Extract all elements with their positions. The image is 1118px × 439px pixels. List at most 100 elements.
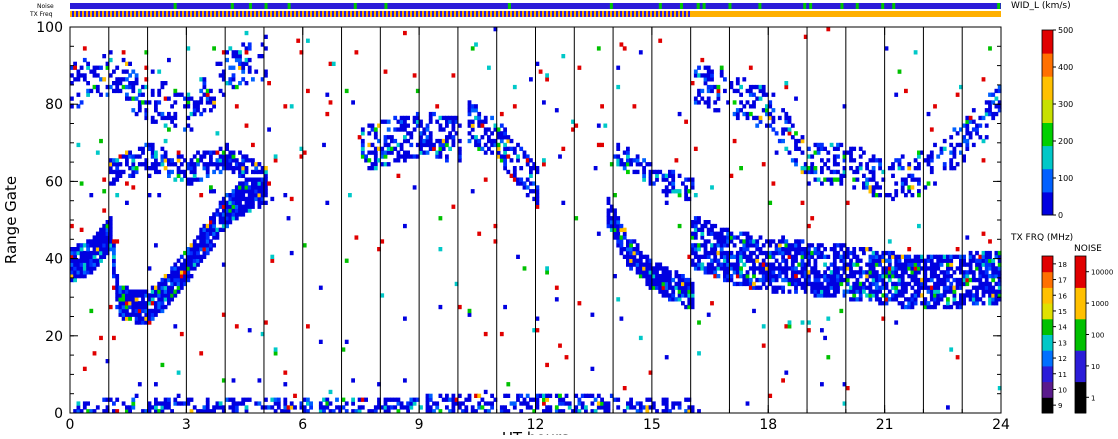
- data-cell: [962, 293, 966, 298]
- data-cell: [150, 146, 155, 151]
- data-cell: [231, 208, 236, 213]
- data-cell: [664, 193, 669, 198]
- data-cell: [128, 150, 132, 155]
- data-cell: [777, 115, 782, 121]
- data-cell: [273, 347, 278, 352]
- data-cell: [95, 243, 100, 248]
- data-cell: [891, 166, 895, 171]
- data-cell: [697, 73, 701, 78]
- data-cell: [503, 127, 507, 132]
- data-cell: [173, 289, 178, 294]
- data-cell: [571, 127, 575, 132]
- data-cell: [635, 409, 640, 414]
- data-cell: [933, 266, 937, 271]
- data-cell: [981, 270, 986, 275]
- data-cell: [703, 243, 708, 248]
- data-cell: [894, 254, 899, 259]
- data-cell: [855, 177, 860, 182]
- data-cell: [616, 239, 621, 244]
- data-cell: [609, 227, 614, 232]
- data-cell: [457, 123, 462, 128]
- data-cell: [939, 297, 944, 302]
- data-cell: [186, 100, 191, 105]
- data-cell: [609, 223, 614, 229]
- data-cell: [868, 189, 873, 194]
- data-cell: [254, 193, 259, 198]
- data-cell: [981, 138, 986, 144]
- data-cell: [758, 285, 763, 290]
- data-cell: [606, 212, 611, 217]
- data-cell: [732, 243, 737, 248]
- data-cell: [758, 115, 763, 121]
- data-cell: [655, 266, 659, 271]
- data-cell: [516, 397, 520, 402]
- data-cell: [128, 81, 132, 86]
- data-cell: [991, 92, 996, 97]
- freq-speckle: [482, 11, 484, 17]
- data-cell: [745, 88, 750, 94]
- x-tick-label: 24: [992, 417, 1010, 433]
- data-cell: [150, 150, 155, 155]
- freq-speckle: [402, 11, 404, 17]
- data-cell: [118, 169, 123, 175]
- data-cell: [231, 401, 236, 406]
- data-cell: [959, 270, 963, 275]
- data-cell: [131, 401, 136, 406]
- data-cell: [467, 312, 472, 317]
- data-cell: [619, 239, 624, 244]
- data-cell: [99, 258, 103, 263]
- data-cell: [234, 57, 239, 63]
- data-cell: [244, 154, 249, 159]
- data-cell: [134, 316, 139, 321]
- data-cell: [522, 397, 527, 402]
- data-cell: [225, 216, 229, 221]
- data-cell: [913, 301, 918, 306]
- data-cell: [260, 181, 265, 186]
- data-cell: [807, 270, 811, 275]
- data-cell: [616, 154, 621, 159]
- data-cell: [858, 274, 863, 279]
- data-cell: [962, 258, 966, 263]
- data-cell: [891, 173, 895, 178]
- data-cell: [781, 138, 785, 144]
- data-cell: [70, 270, 74, 275]
- data-cell: [121, 69, 126, 74]
- data-cell: [406, 150, 410, 155]
- data-cell: [894, 320, 899, 325]
- data-cell: [677, 285, 682, 290]
- data-cell: [283, 370, 288, 375]
- data-cell: [904, 88, 908, 94]
- width-colorbar-segment: [1042, 53, 1053, 77]
- data-cell: [732, 270, 737, 275]
- data-cell: [467, 111, 472, 117]
- data-cell: [221, 227, 226, 232]
- data-cell: [855, 254, 860, 259]
- data-cell: [648, 266, 653, 271]
- data-cell: [706, 254, 711, 259]
- data-cell: [199, 100, 204, 105]
- y-axis-label: Range Gate: [2, 176, 20, 264]
- data-cell: [238, 193, 242, 198]
- data-cell: [774, 277, 779, 283]
- data-cell: [988, 262, 992, 267]
- data-cell: [613, 223, 617, 229]
- freq-speckle: [94, 11, 96, 17]
- data-cell: [716, 108, 721, 113]
- data-cell: [373, 166, 378, 171]
- data-cell: [79, 254, 84, 259]
- data-cell: [978, 135, 983, 140]
- data-cell: [390, 138, 394, 144]
- data-cell: [858, 281, 863, 287]
- data-cell: [218, 88, 223, 94]
- data-cell: [112, 250, 116, 256]
- data-cell: [99, 247, 103, 252]
- data-cell: [900, 285, 905, 290]
- data-cell: [829, 177, 834, 182]
- data-cell: [154, 409, 158, 414]
- data-cell: [852, 250, 857, 256]
- data-cell: [823, 247, 827, 252]
- data-cell: [868, 185, 873, 190]
- data-cell: [971, 270, 976, 275]
- data-cell: [991, 301, 996, 306]
- data-cell: [170, 266, 174, 271]
